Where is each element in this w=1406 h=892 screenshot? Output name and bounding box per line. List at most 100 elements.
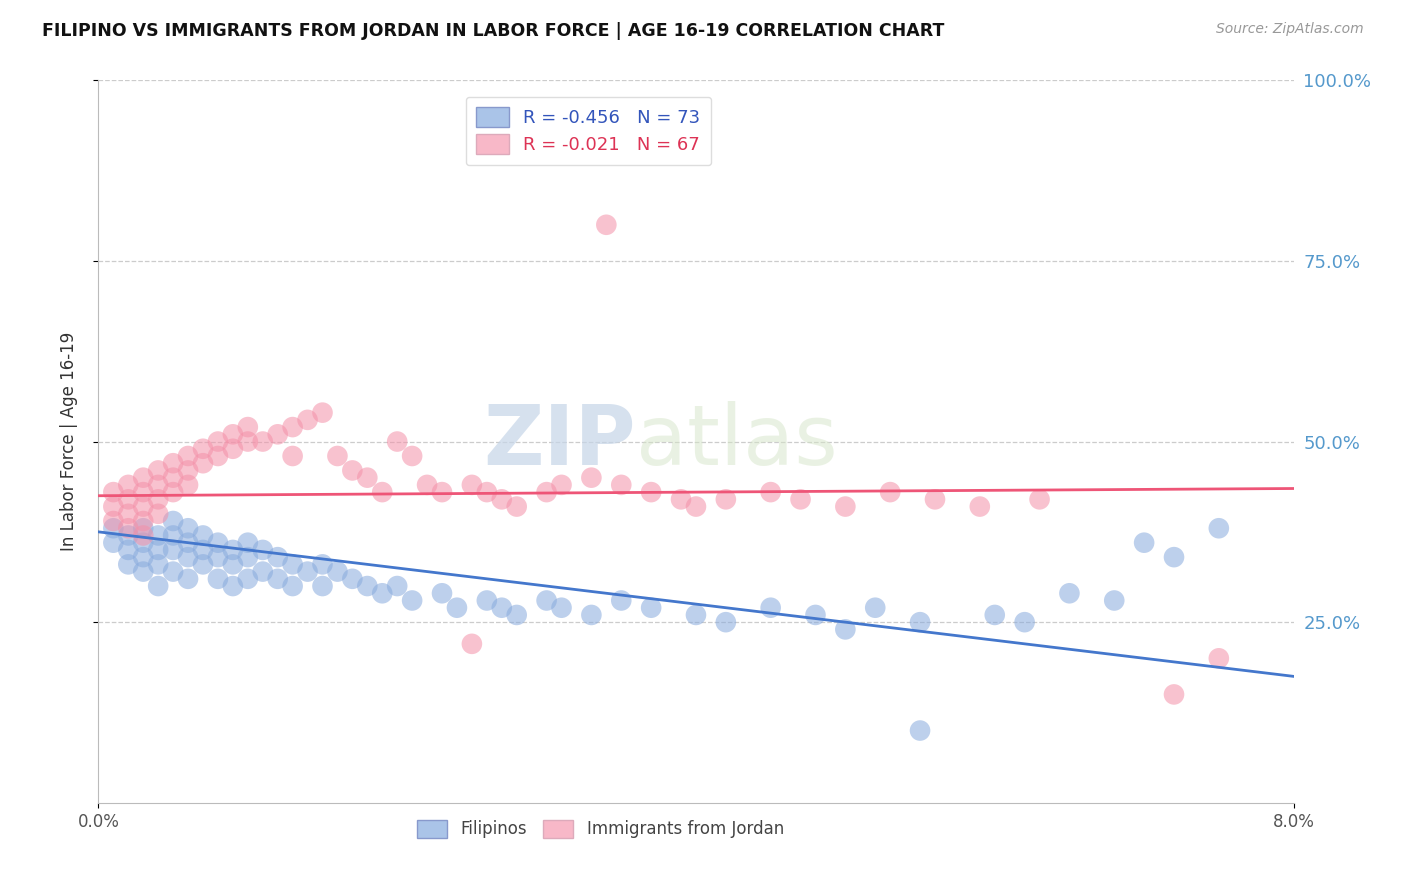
- Point: [356, 579, 378, 593]
- Point: [162, 456, 184, 470]
- Point: [1133, 535, 1156, 549]
- Point: [162, 528, 184, 542]
- Point: [342, 572, 364, 586]
- Point: [252, 565, 274, 579]
- Point: [581, 607, 603, 622]
- Point: [610, 478, 633, 492]
- Point: [834, 500, 856, 514]
- Point: [342, 463, 364, 477]
- Point: [148, 507, 170, 521]
- Point: [207, 535, 229, 549]
- Point: [536, 485, 558, 500]
- Point: [326, 565, 349, 579]
- Point: [103, 514, 125, 528]
- Point: [640, 485, 662, 500]
- Point: [148, 579, 170, 593]
- Point: [550, 478, 572, 492]
- Point: [132, 514, 155, 528]
- Point: [879, 485, 901, 500]
- Point: [1208, 521, 1230, 535]
- Point: [475, 485, 498, 500]
- Point: [207, 449, 229, 463]
- Point: [401, 593, 423, 607]
- Point: [236, 434, 259, 449]
- Point: [132, 470, 155, 484]
- Point: [430, 485, 453, 500]
- Text: Source: ZipAtlas.com: Source: ZipAtlas.com: [1216, 22, 1364, 37]
- Point: [252, 434, 274, 449]
- Point: [685, 607, 707, 622]
- Point: [267, 427, 290, 442]
- Point: [236, 535, 259, 549]
- Point: [281, 579, 304, 593]
- Point: [640, 600, 662, 615]
- Point: [148, 478, 170, 492]
- Point: [461, 478, 484, 492]
- Point: [207, 572, 229, 586]
- Point: [491, 600, 513, 615]
- Point: [281, 449, 304, 463]
- Point: [536, 593, 558, 607]
- Point: [475, 593, 498, 607]
- Point: [177, 550, 200, 565]
- Point: [162, 565, 184, 579]
- Point: [103, 500, 125, 514]
- Point: [132, 550, 155, 565]
- Point: [1059, 586, 1081, 600]
- Point: [148, 492, 170, 507]
- Point: [506, 607, 529, 622]
- Point: [191, 542, 214, 557]
- Point: [117, 558, 139, 572]
- Point: [1163, 550, 1185, 565]
- Point: [236, 572, 259, 586]
- Point: [311, 406, 333, 420]
- Point: [430, 586, 453, 600]
- Point: [969, 500, 991, 514]
- Point: [371, 485, 394, 500]
- Point: [177, 521, 200, 535]
- Point: [177, 572, 200, 586]
- Point: [1028, 492, 1050, 507]
- Point: [177, 449, 200, 463]
- Point: [117, 542, 139, 557]
- Point: [132, 528, 155, 542]
- Point: [117, 521, 139, 535]
- Point: [714, 615, 737, 630]
- Point: [267, 572, 290, 586]
- Point: [865, 600, 887, 615]
- Point: [222, 558, 245, 572]
- Point: [491, 492, 513, 507]
- Point: [311, 558, 333, 572]
- Point: [297, 565, 319, 579]
- Point: [252, 542, 274, 557]
- Point: [117, 507, 139, 521]
- Point: [222, 442, 245, 456]
- Point: [191, 456, 214, 470]
- Point: [908, 615, 931, 630]
- Point: [117, 478, 139, 492]
- Point: [356, 470, 378, 484]
- Point: [371, 586, 394, 600]
- Legend: Filipinos, Immigrants from Jordan: Filipinos, Immigrants from Jordan: [411, 813, 790, 845]
- Point: [103, 535, 125, 549]
- Point: [385, 579, 409, 593]
- Point: [326, 449, 349, 463]
- Point: [984, 607, 1007, 622]
- Point: [924, 492, 946, 507]
- Point: [297, 413, 319, 427]
- Point: [759, 600, 782, 615]
- Point: [1104, 593, 1126, 607]
- Point: [789, 492, 811, 507]
- Point: [162, 470, 184, 484]
- Point: [804, 607, 827, 622]
- Point: [162, 514, 184, 528]
- Point: [191, 442, 214, 456]
- Point: [1163, 687, 1185, 701]
- Point: [132, 500, 155, 514]
- Point: [162, 485, 184, 500]
- Point: [207, 434, 229, 449]
- Point: [1208, 651, 1230, 665]
- Point: [207, 550, 229, 565]
- Point: [236, 420, 259, 434]
- Point: [581, 470, 603, 484]
